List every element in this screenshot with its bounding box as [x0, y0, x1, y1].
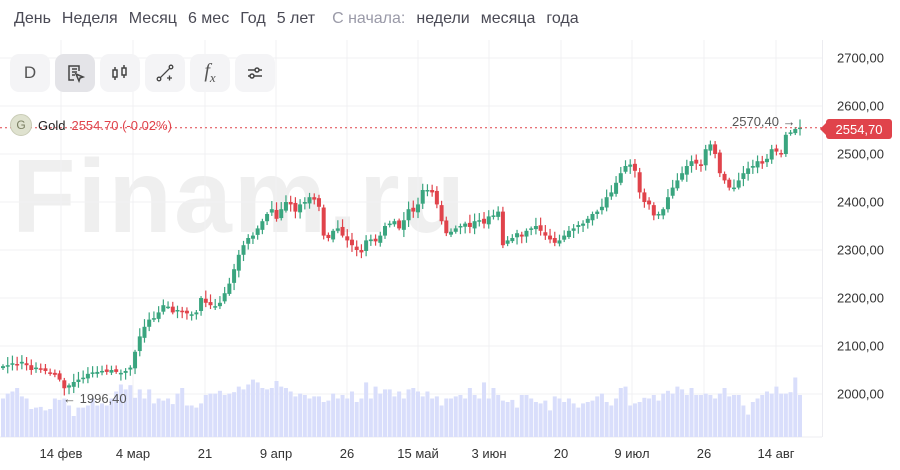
settings-button[interactable] — [235, 54, 275, 92]
watermark: Finam.ru — [12, 139, 468, 255]
arrow-right-icon: → — [782, 114, 796, 129]
low-annotation: ← 1996,40 — [63, 391, 127, 406]
period-6m[interactable]: 6 мес — [187, 10, 230, 27]
period-5y[interactable]: 5 лет — [276, 10, 316, 27]
price-tick: 2100,00 — [837, 338, 884, 354]
since-year[interactable]: года — [546, 10, 579, 27]
sliders-icon — [248, 67, 262, 79]
high-annotation: 2570,40 → — [732, 114, 796, 129]
high-value: 2570,40 — [732, 114, 779, 129]
since-label: С начала: — [332, 10, 406, 27]
candlestick-chart[interactable] — [0, 0, 822, 470]
time-tick: 9 апр — [259, 446, 293, 461]
time-tick: 26 — [696, 446, 712, 461]
price-tick: 2200,00 — [837, 290, 884, 306]
time-tick: 15 май — [397, 446, 439, 461]
arrow-left-icon: ← — [63, 391, 76, 406]
price-tick: 2400,00 — [837, 194, 884, 210]
chart-toolbar: D fx — [10, 54, 275, 92]
instrument-name: Gold — [38, 117, 66, 133]
price-tick: 2600,00 — [837, 98, 884, 114]
line-plus-icon — [156, 64, 174, 82]
chart-type-button[interactable] — [100, 54, 140, 92]
indicators-button[interactable]: fx — [190, 54, 230, 92]
last-price-tag: 2554,70 — [820, 119, 892, 139]
period-month[interactable]: Месяц — [128, 10, 177, 27]
period-year[interactable]: Год — [240, 10, 266, 27]
since-month[interactable]: месяца — [480, 10, 536, 27]
time-tick: 3 июн — [471, 446, 507, 461]
period-week[interactable]: Неделя — [61, 10, 118, 27]
drawing-tools-button[interactable] — [145, 54, 185, 92]
period-selector: День Неделя Месяц 6 мес Год 5 лет С нача… — [0, 0, 590, 38]
price-axis[interactable]: 2000,00 2100,00 2200,00 2300,00 2400,00 2500,… — [822, 40, 900, 437]
price-tick: 2700,00 — [837, 50, 884, 66]
time-tick: 21 — [197, 446, 213, 461]
price-tick: 2500,00 — [837, 146, 884, 162]
draw-select-button[interactable] — [55, 54, 95, 92]
fx-icon: fx — [204, 60, 216, 85]
interval-button[interactable]: D — [10, 54, 50, 92]
instrument-legend: G Gold 2554.70 (-0.02%) — [10, 114, 172, 136]
time-tick: 14 фев — [39, 446, 83, 461]
time-axis[interactable]: 14 фев 4 мар 21 9 апр 26 15 май 3 июн 20 9 июл 26… — [0, 446, 822, 470]
candles-icon — [112, 65, 127, 80]
period-day[interactable]: День — [14, 10, 51, 27]
instrument-price-change: 2554.70 (-0.02%) — [71, 117, 172, 133]
price-tick: 2000,00 — [837, 386, 884, 402]
time-tick: 4 мар — [115, 446, 151, 461]
time-tick: 14 авг — [757, 446, 795, 461]
instrument-badge: G — [10, 114, 32, 136]
low-value: 1996,40 — [79, 391, 127, 406]
since-week[interactable]: недели — [416, 10, 470, 27]
time-tick: 20 — [553, 446, 569, 461]
time-tick: 9 июл — [614, 446, 650, 461]
cursor-doc-icon — [68, 65, 85, 83]
time-tick: 26 — [339, 446, 355, 461]
price-tick: 2300,00 — [837, 242, 884, 258]
